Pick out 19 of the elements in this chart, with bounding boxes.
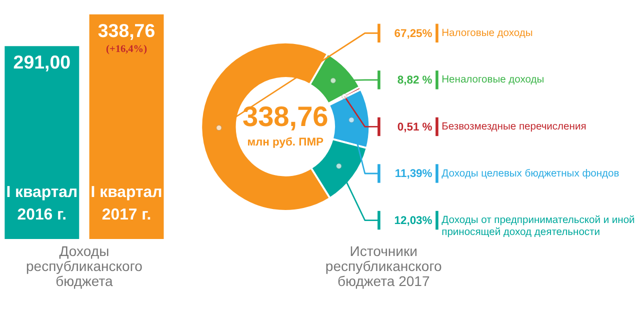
data-label: 291,00	[13, 52, 71, 73]
annotation: (+16,4%)	[106, 44, 148, 55]
legend-label: Неналоговые доходы	[442, 74, 544, 86]
data-label: 12,03%	[394, 215, 432, 228]
data-label: 8,82 %	[397, 74, 432, 87]
data-label: 338,76	[98, 20, 156, 41]
text: млн руб. ПМР	[247, 136, 324, 148]
data-label: 0,51 %	[397, 121, 432, 134]
x-tick-label: I квартал 2016 г.	[6, 184, 78, 224]
legend-label: Налоговые доходы	[442, 28, 533, 39]
legend-label: Доходы от предпринимательской и иной приносящей доход деятельности	[442, 215, 636, 238]
legend-label: Безвозмездные перечисления	[442, 122, 586, 133]
data-label: 67,25%	[394, 28, 432, 40]
text: Источники республиканского бюджета 2017	[325, 242, 442, 289]
legend-label: Доходы целевых бюджетных фондов	[442, 168, 620, 180]
data-label: 11,39%	[394, 168, 432, 180]
x-tick-label: I квартал 2017 г.	[90, 184, 162, 224]
text: Доходы республиканского бюджета	[26, 242, 143, 289]
text: 338,76	[242, 100, 328, 132]
